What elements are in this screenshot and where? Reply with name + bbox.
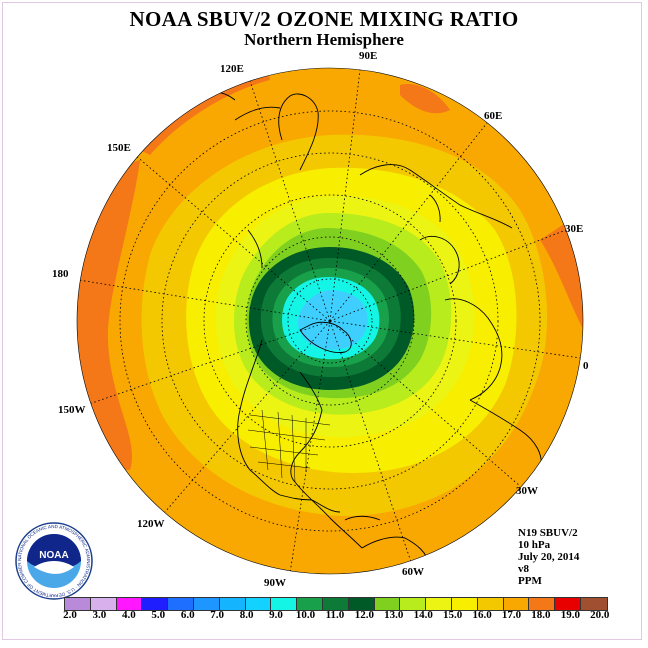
info-pressure: 10 hPa — [518, 539, 551, 551]
color-bar-swatch — [426, 598, 452, 610]
lon-label-90w: 90W — [264, 577, 286, 589]
color-bar-swatch — [348, 598, 375, 610]
info-satellite: N19 SBUV/2 — [518, 527, 578, 539]
color-bar-swatch — [65, 598, 91, 610]
lon-label-60e: 60E — [484, 110, 503, 122]
color-bar-tick-label: 10.0 — [295, 609, 316, 621]
color-bar-tick-label: 6.0 — [180, 609, 195, 621]
info-date: July 20, 2014 — [518, 551, 580, 563]
color-bar-swatch — [245, 598, 272, 610]
band-17-18-right — [540, 200, 583, 340]
color-bar-swatch — [580, 598, 607, 610]
color-bar-tick-label: 11.0 — [325, 609, 345, 621]
lon-label-90e: 90E — [359, 50, 378, 62]
latitude-lines — [119, 110, 541, 532]
color-bar-tick-label: 19.0 — [560, 609, 580, 621]
color-bar-swatch — [555, 598, 581, 610]
lon-label-60w: 60W — [402, 566, 424, 578]
color-bar-tick-label: 4.0 — [121, 609, 136, 621]
noaa-logo: NOAA NATIONAL OCEANIC AND ATMOSPHERIC AD… — [14, 521, 93, 600]
color-bar-tick-label: 5.0 — [151, 609, 166, 621]
color-bar-swatch — [503, 598, 530, 610]
color-bar-swatch — [477, 598, 504, 610]
color-bar-tick-label: 7.0 — [210, 609, 225, 621]
color-bar-tick-label: 3.0 — [92, 609, 107, 621]
color-bar-swatch — [116, 598, 143, 610]
coastlines — [204, 91, 542, 566]
color-bar-ticks: 2.0 3.0 4.0 5.0 6.0 7.0 8.0 9.0 10.0 11.0 12.0 13.0… — [0, 609, 648, 623]
color-bar-tick-label: 18.0 — [531, 609, 551, 621]
color-bar-tick-label: 17.0 — [501, 609, 522, 621]
color-bar-tick-label: 20.0 — [590, 609, 610, 621]
color-bar-tick-label: 12.0 — [354, 609, 374, 621]
map-title: NOAA SBUV/2 OZONE MIXING RATIO — [129, 7, 519, 31]
color-bar-swatch — [142, 598, 169, 610]
lon-label-120w: 120W — [137, 518, 165, 530]
lon-label-30w: 30W — [516, 485, 538, 497]
lon-label-150w: 150W — [58, 404, 86, 416]
info-units: PPM — [518, 575, 542, 587]
color-bar-swatch — [168, 598, 194, 610]
color-bar-swatch — [322, 598, 349, 610]
color-bar-swatch — [193, 598, 220, 610]
map-subtitle: Northern Hemisphere — [244, 30, 404, 49]
color-bar-tick-label: 16.0 — [472, 609, 492, 621]
color-bar-swatch — [297, 598, 323, 610]
color-bar-swatch — [374, 598, 401, 610]
logo-text: NOAA — [39, 550, 68, 561]
map-boundary — [76, 67, 584, 575]
color-bar-tick-label: 13.0 — [384, 609, 404, 621]
lon-label-0: 0 — [583, 360, 589, 372]
color-bar — [64, 597, 608, 611]
info-version: v8 — [518, 563, 529, 575]
color-bar-tick-label: 14.0 — [413, 609, 433, 621]
lon-label-30e: 30E — [565, 223, 584, 235]
state-boundaries — [247, 409, 331, 483]
color-bar-swatch — [271, 598, 298, 610]
color-bar-tick-label: 15.0 — [443, 609, 463, 621]
color-bar-tick-label: 8.0 — [239, 609, 254, 621]
color-bar-swatch — [451, 598, 478, 610]
longitude-lines — [78, 69, 581, 574]
color-bar-swatch — [90, 598, 117, 610]
color-bar-tick-label: 9.0 — [269, 609, 283, 621]
band-17-18-top-right — [400, 84, 450, 114]
lon-label-180: 180 — [52, 268, 69, 280]
lon-label-120e: 120E — [220, 63, 244, 75]
color-bar-swatch — [529, 598, 556, 610]
lon-label-150e: 150E — [107, 142, 131, 154]
band-6-7 — [298, 290, 368, 350]
info-block: N19 SBUV/2 10 hPa July 20, 2014 v8 PPM — [518, 527, 579, 587]
color-bar-swatch — [219, 598, 246, 610]
color-bar-tick-label: 2.0 — [63, 609, 77, 621]
color-bar-swatch — [400, 598, 427, 610]
page-frame — [2, 2, 642, 640]
